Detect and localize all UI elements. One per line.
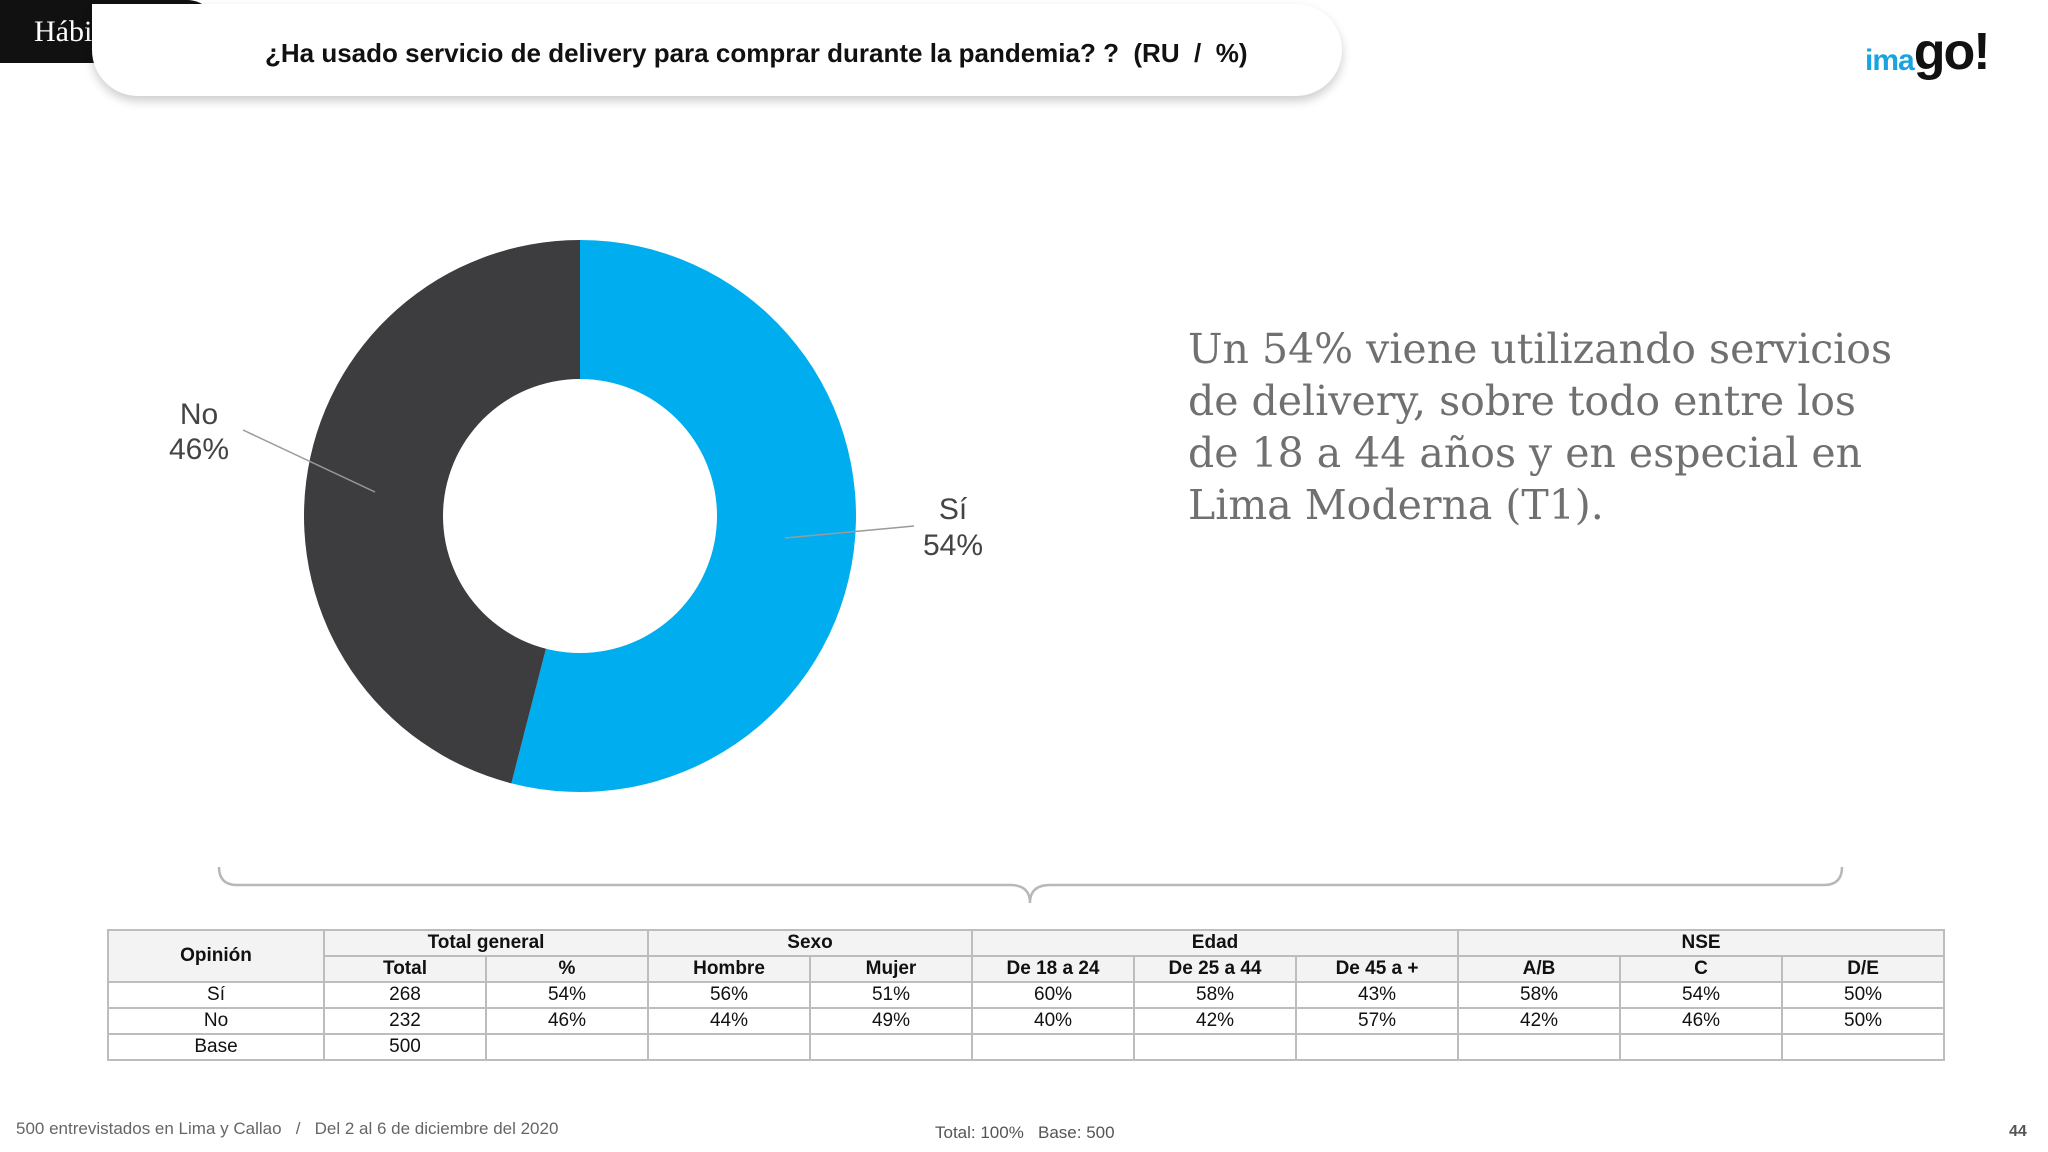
table-cell: 56% xyxy=(647,981,811,1009)
table-cell: 44% xyxy=(647,1007,811,1035)
table-row: No 232 46% 44% 49% 40% 42% 57% 42% 46% 5… xyxy=(107,1007,1946,1035)
sub-header: De 45 a + xyxy=(1295,955,1460,983)
table-cell: 500 xyxy=(323,1033,487,1061)
group-header-nse: NSE xyxy=(1457,929,1946,957)
table-cell: 46% xyxy=(1619,1007,1784,1035)
table-cell: 232 xyxy=(323,1007,487,1035)
slice-no xyxy=(303,240,580,784)
page-number: 44 xyxy=(2009,1123,2027,1140)
footer-total-base: Total: 100% Base: 500 xyxy=(935,1123,1115,1142)
sub-header: Total xyxy=(323,955,487,983)
sub-header: % xyxy=(485,955,649,983)
table-cell: 40% xyxy=(971,1007,1136,1035)
label-no-name: No xyxy=(180,398,218,431)
table-cell: 54% xyxy=(485,981,649,1009)
table-cell: 42% xyxy=(1457,1007,1622,1035)
logo-text-part2: go! xyxy=(1913,23,1991,81)
table-cell xyxy=(808,1033,974,1061)
sub-header: A/B xyxy=(1457,955,1622,983)
leader-line-no xyxy=(242,429,376,493)
table-row: Base 500 xyxy=(107,1033,1946,1061)
label-no-value: 46% xyxy=(169,433,229,466)
sub-header: De 18 a 24 xyxy=(971,955,1136,983)
group-header-sexo: Sexo xyxy=(646,929,974,957)
logo-text-part1: ima xyxy=(1865,44,1915,77)
group-header-total: Total general xyxy=(323,929,649,957)
sub-header: Mujer xyxy=(808,955,974,983)
table-group-header-row: Opinión Total general Sexo Edad NSE xyxy=(107,929,1946,983)
table-cell: 54% xyxy=(1619,981,1784,1009)
table-cell xyxy=(647,1033,811,1061)
question-title: ¿Ha usado servicio de delivery para comp… xyxy=(265,38,1248,68)
table-cell xyxy=(1133,1033,1298,1061)
sub-header: D/E xyxy=(1781,955,1946,983)
donut-chart: No 46% Sí 54% xyxy=(169,240,983,792)
row-label: No xyxy=(107,1007,325,1035)
label-si-value: 54% xyxy=(923,529,983,562)
table-cell xyxy=(1619,1033,1784,1061)
table-cell: 268 xyxy=(323,981,487,1009)
row-label: Base xyxy=(107,1033,325,1061)
table-cell xyxy=(1457,1033,1622,1061)
table-cell xyxy=(1781,1033,1946,1061)
table-cell: 46% xyxy=(485,1007,649,1035)
sub-header: Hombre xyxy=(647,955,811,983)
group-header-edad: Edad xyxy=(971,929,1460,957)
header-opinion: Opinión xyxy=(107,929,325,983)
table-cell: 50% xyxy=(1781,1007,1946,1035)
crosstab-table: Opinión Total general Sexo Edad NSE Tota… xyxy=(107,929,1946,1061)
table-cell: 58% xyxy=(1133,981,1298,1009)
table-cell: 42% xyxy=(1133,1007,1298,1035)
table-cell: 43% xyxy=(1295,981,1460,1009)
table-row: Sí 268 54% 56% 51% 60% 58% 43% 58% 54% 5… xyxy=(107,981,1946,1009)
table-cell xyxy=(971,1033,1136,1061)
table-cell: 49% xyxy=(808,1007,974,1035)
table-cell xyxy=(485,1033,649,1061)
table-brace xyxy=(217,866,1844,904)
brand-logo: ima go! xyxy=(1865,18,1991,81)
label-si-name: Sí xyxy=(939,493,968,526)
table-cell: 58% xyxy=(1457,981,1622,1009)
footer-sample-note: 500 entrevistados en Lima y Callao / Del… xyxy=(16,1119,559,1138)
table-cell: 50% xyxy=(1781,981,1946,1009)
table-sub-header-row: Total % Hombre Mujer De 18 a 24 De 25 a … xyxy=(108,955,1946,983)
donut-hole xyxy=(443,379,717,653)
table-cell: 60% xyxy=(971,981,1136,1009)
table-cell: 57% xyxy=(1295,1007,1460,1035)
table-cell xyxy=(1295,1033,1460,1061)
row-label: Sí xyxy=(107,981,325,1009)
sub-header: De 25 a 44 xyxy=(1133,955,1298,983)
sub-header: C xyxy=(1619,955,1784,983)
title-bar xyxy=(92,4,1342,96)
leader-line-si xyxy=(784,525,915,539)
insight-text: Un 54% viene utilizando servicios de del… xyxy=(1188,325,1893,529)
table-cell: 51% xyxy=(808,981,974,1009)
brace-line xyxy=(217,866,1844,904)
